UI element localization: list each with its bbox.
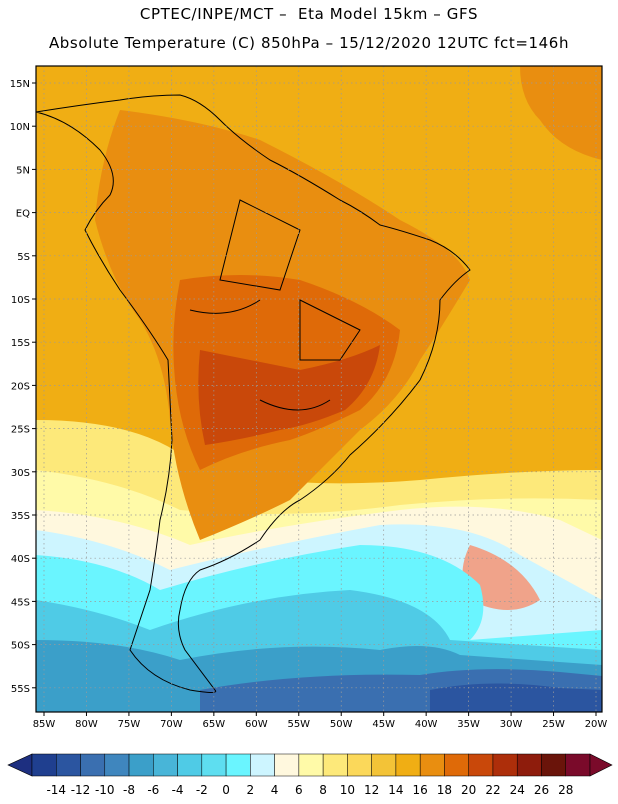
colorbar-label: 28 [558,783,573,797]
lat-label: 30S [11,468,30,479]
colorbar-swatch [371,753,397,777]
colorbar-label: 2 [247,783,255,797]
colorbar-label: -6 [147,783,159,797]
lon-label: 45W [372,719,395,730]
colorbar-swatch [492,753,518,777]
colorbar-max-arrow [589,753,613,777]
longitude-axis: 85W 80W 75W 70W 65W 60W 55W 50W 45W 40W 35W 30W 25W 2… [33,712,608,730]
colorbar-swatch [31,753,57,777]
colorbar-label: 0 [222,783,230,797]
lon-label: 20W [585,719,608,730]
field-band-deep-blue [430,683,602,712]
colorbar-label: 4 [271,783,279,797]
colorbar-swatch [250,753,275,777]
colorbar-label: 8 [319,783,327,797]
colorbar-label: 18 [437,783,452,797]
lon-label: 25W [542,719,565,730]
colorbar-swatch [565,753,591,777]
lat-label: 5N [16,165,30,176]
colorbar-label: -14 [46,783,66,797]
colorbar-label: 26 [534,783,549,797]
colorbar-swatch [128,753,154,777]
lat-label: 10S [11,295,30,306]
colorbar-swatch [56,753,81,777]
lat-label: 25S [11,425,30,436]
lat-label: 35S [11,511,30,522]
colorbar-swatch [541,753,566,777]
lat-label: 50S [11,641,30,652]
title-model: CPTEC/INPE/MCT – Eta Model 15km – GFS [139,5,479,23]
colorbar-swatch [322,753,348,777]
colorbar-label: 20 [461,783,476,797]
coastlines [36,94,471,693]
colorbar-swatch [298,753,324,777]
colorbar-label: -8 [123,783,135,797]
colorbar [7,753,613,777]
lon-label: 80W [75,719,98,730]
colorbar-label: 24 [510,783,525,797]
field-ne-warm [520,66,602,160]
colorbar-swatch [395,753,421,777]
temperature-field [36,66,602,712]
colorbar-label: -10 [95,783,115,797]
colorbar-label: 16 [413,783,428,797]
lon-label: 85W [33,719,56,730]
colorbar-label: -12 [71,783,91,797]
colorbar-swatch [419,753,445,777]
lat-label: 15N [10,79,30,90]
lat-label: EQ [16,209,30,220]
colorbar-swatch [274,753,300,777]
colorbar-label: 22 [485,783,500,797]
lon-label: 30W [500,719,523,730]
map-frame [35,65,603,713]
colorbar-swatch [104,753,130,777]
lat-label: 55S [11,684,30,695]
lat-label: 5S [17,252,30,263]
field-land-hottest [198,345,380,445]
colorbar-label: 6 [295,783,303,797]
colorbar-swatch [468,753,494,777]
colorbar-label: -4 [172,783,184,797]
colorbar-label: 10 [340,783,355,797]
lon-label: 35W [457,719,480,730]
lat-label: 15S [11,338,30,349]
colorbar-swatch [444,753,469,777]
lon-label: 50W [330,719,353,730]
colorbar-swatch [201,753,227,777]
lat-label: 45S [11,597,30,608]
lat-label: 10N [10,122,30,133]
lon-label: 60W [245,719,268,730]
lon-label: 75W [118,719,141,730]
colorbar-swatch [80,753,106,777]
colorbar-swatch [347,753,372,777]
title-field: Absolute Temperature (C) 850hPa – 15/12/… [48,34,570,52]
lon-label: 40W [415,719,438,730]
lat-label: 20S [11,381,30,392]
colorbar-label: 14 [388,783,403,797]
colorbar-labels: -14 -12 -10 -8 -6 -4 -2 0 2 4 6 8 10 12 14 16 18 20 22 24 26… [46,783,573,797]
lon-label: 65W [203,719,226,730]
colorbar-label: -2 [196,783,208,797]
latitude-axis: 15N 10N 5N EQ 5S 10S 15S 20S 25S 30S 35S 40S 45S 50S 5… [10,79,36,695]
colorbar-swatch [177,753,203,777]
colorbar-swatch [225,753,251,777]
lon-label: 70W [160,719,183,730]
colorbar-swatch [516,753,542,777]
colorbar-label: 12 [364,783,379,797]
colorbar-min-arrow [7,753,33,777]
lat-label: 40S [11,554,30,565]
lon-label: 55W [287,719,310,730]
colorbar-swatch [153,753,178,777]
